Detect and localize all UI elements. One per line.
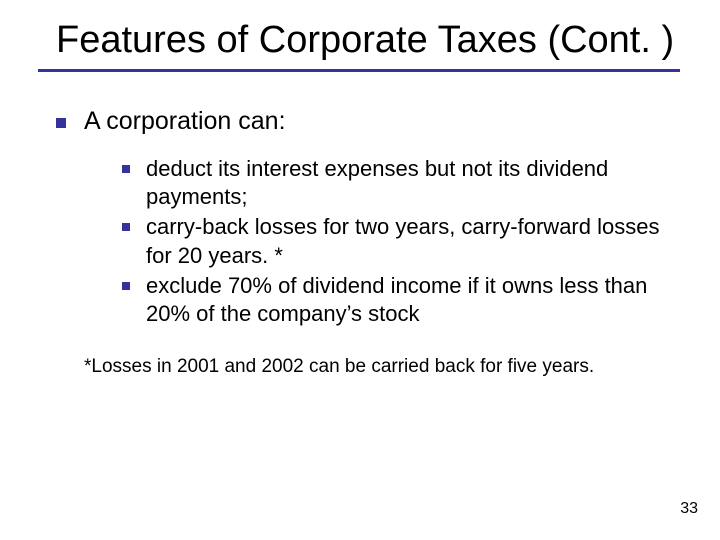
- bullet-level1: A corporation can:: [56, 106, 680, 137]
- level2-text: carry-back losses for two years, carry-f…: [146, 213, 666, 269]
- footnote: *Losses in 2001 and 2002 can be carried …: [84, 356, 680, 378]
- level2-list: deduct its interest expenses but not its…: [122, 155, 680, 328]
- level1-text: A corporation can:: [84, 106, 286, 137]
- list-item: deduct its interest expenses but not its…: [122, 155, 680, 211]
- title-underline: [38, 69, 680, 72]
- square-bullet-icon: [122, 165, 130, 173]
- list-item: exclude 70% of dividend income if it own…: [122, 272, 680, 328]
- level2-text: exclude 70% of dividend income if it own…: [146, 272, 666, 328]
- square-bullet-icon: [122, 282, 130, 290]
- square-bullet-icon: [56, 118, 66, 128]
- level2-text: deduct its interest expenses but not its…: [146, 155, 666, 211]
- list-item: carry-back losses for two years, carry-f…: [122, 213, 680, 269]
- square-bullet-icon: [122, 223, 130, 231]
- slide-title: Features of Corporate Taxes (Cont. ): [56, 18, 680, 63]
- page-number: 33: [680, 500, 698, 518]
- slide: Features of Corporate Taxes (Cont. ) A c…: [0, 0, 720, 540]
